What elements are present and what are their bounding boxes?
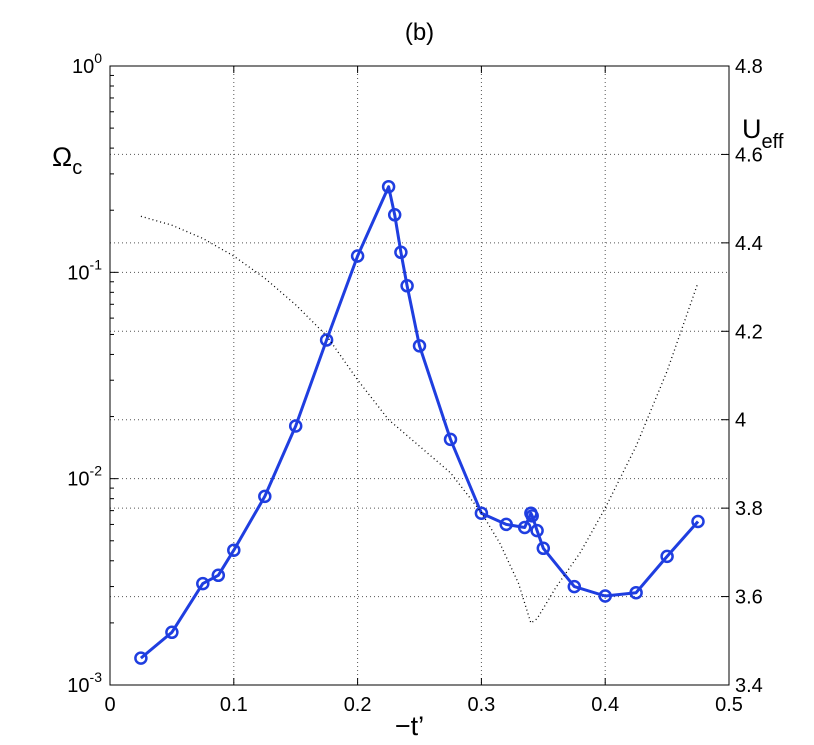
data-point (660, 549, 674, 564)
y-right-tick-label: 3.8 (735, 498, 763, 520)
y-left-tick-exponent: -1 (90, 256, 103, 272)
y-right-tick-label: 3.6 (735, 587, 763, 609)
y-right-tick-label: 4.6 (735, 144, 763, 166)
data-point (350, 249, 365, 263)
data-point (567, 579, 582, 594)
x-tick-label: 0.4 (591, 694, 619, 716)
data-point (474, 506, 489, 520)
y-left-tick-exponent: 0 (94, 50, 102, 66)
y-left-tick-label: 10-1 (67, 256, 102, 284)
y-right-tick-label: 4.4 (735, 233, 763, 255)
data-point (517, 520, 532, 535)
labels: (b) −t’ Ωc Ueff (52, 19, 784, 741)
y-left-tick-label: 10-2 (67, 463, 102, 491)
data-point (598, 589, 612, 603)
data-point (412, 339, 427, 353)
y-left-label-sub: c (72, 157, 82, 179)
y-right-tick-label: 4 (735, 410, 746, 432)
plot-frame (109, 65, 730, 686)
y-right-label-base: U (742, 114, 762, 144)
x-axis-label: −t’ (395, 711, 424, 741)
data-point (443, 432, 458, 447)
y-left-label-base: Ω (52, 142, 72, 172)
data-point (211, 568, 226, 583)
y-left-tick-exponent: -3 (90, 669, 103, 685)
x-tick-label: 0.1 (220, 694, 248, 716)
axis-ticks: 0 0.1 0.2 0.3 0.4 0.510-310-210-11003.43.63.8… (67, 50, 763, 716)
y-right-tick-label: 3.4 (735, 675, 763, 697)
data-point (499, 517, 513, 532)
series-left-axis (134, 179, 705, 665)
y-right-tick-label: 4.8 (735, 56, 763, 78)
data-point (227, 543, 241, 557)
data-point (381, 179, 396, 194)
series-layer (134, 179, 705, 665)
x-tick-label: 0 (104, 694, 115, 716)
data-point (165, 625, 179, 640)
y-left-axis-label: Ωc (52, 142, 82, 179)
data-point (288, 419, 303, 433)
x-tick-label: 0.2 (344, 694, 372, 716)
data-point (530, 523, 544, 538)
chart-title: (b) (405, 19, 434, 46)
series-line-dotted (140, 215, 699, 625)
data-point (629, 585, 643, 600)
data-point (196, 576, 210, 591)
y-right-label-sub: eff (762, 131, 784, 153)
x-tick-label: 0.3 (467, 694, 495, 716)
y-left-tick-label: 10-3 (67, 669, 102, 697)
y-right-axis-label: Ueff (742, 114, 784, 153)
y-left-tick-base: 10 (67, 675, 89, 697)
series-line-solid (139, 185, 700, 660)
data-point (525, 509, 539, 523)
series-right-axis (140, 215, 699, 625)
y-left-tick-base: 10 (67, 469, 89, 491)
data-point (394, 245, 408, 260)
data-point (691, 514, 705, 529)
y-left-tick-label: 100 (72, 50, 102, 78)
x-tick-label: 0.5 (715, 694, 743, 716)
data-point (319, 333, 334, 347)
y-right-tick-label: 4.2 (735, 321, 763, 343)
data-point (258, 489, 272, 504)
y-left-tick-exponent: -2 (90, 463, 103, 479)
data-point (134, 651, 148, 665)
y-left-tick-base: 10 (72, 56, 94, 78)
data-point (387, 208, 402, 222)
y-left-tick-base: 10 (67, 262, 89, 284)
data-point (400, 279, 414, 293)
data-point (536, 541, 551, 556)
